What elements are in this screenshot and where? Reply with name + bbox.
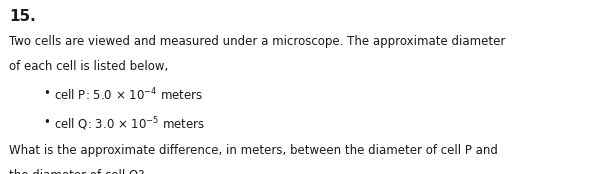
Text: •: • (43, 116, 50, 129)
Text: cell Q: 3.0 × 10$^{-5}$ meters: cell Q: 3.0 × 10$^{-5}$ meters (54, 116, 205, 133)
Text: Two cells are viewed and measured under a microscope. The approximate diameter: Two cells are viewed and measured under … (9, 35, 505, 48)
Text: of each cell is listed below,: of each cell is listed below, (9, 60, 168, 73)
Text: cell P: 5.0 × 10$^{-4}$ meters: cell P: 5.0 × 10$^{-4}$ meters (54, 87, 203, 104)
Text: the diameter of cell Q?: the diameter of cell Q? (9, 169, 145, 174)
Text: 15.: 15. (9, 9, 36, 24)
Text: What is the approximate difference, in meters, between the diameter of cell P an: What is the approximate difference, in m… (9, 144, 498, 157)
Text: •: • (43, 87, 50, 100)
